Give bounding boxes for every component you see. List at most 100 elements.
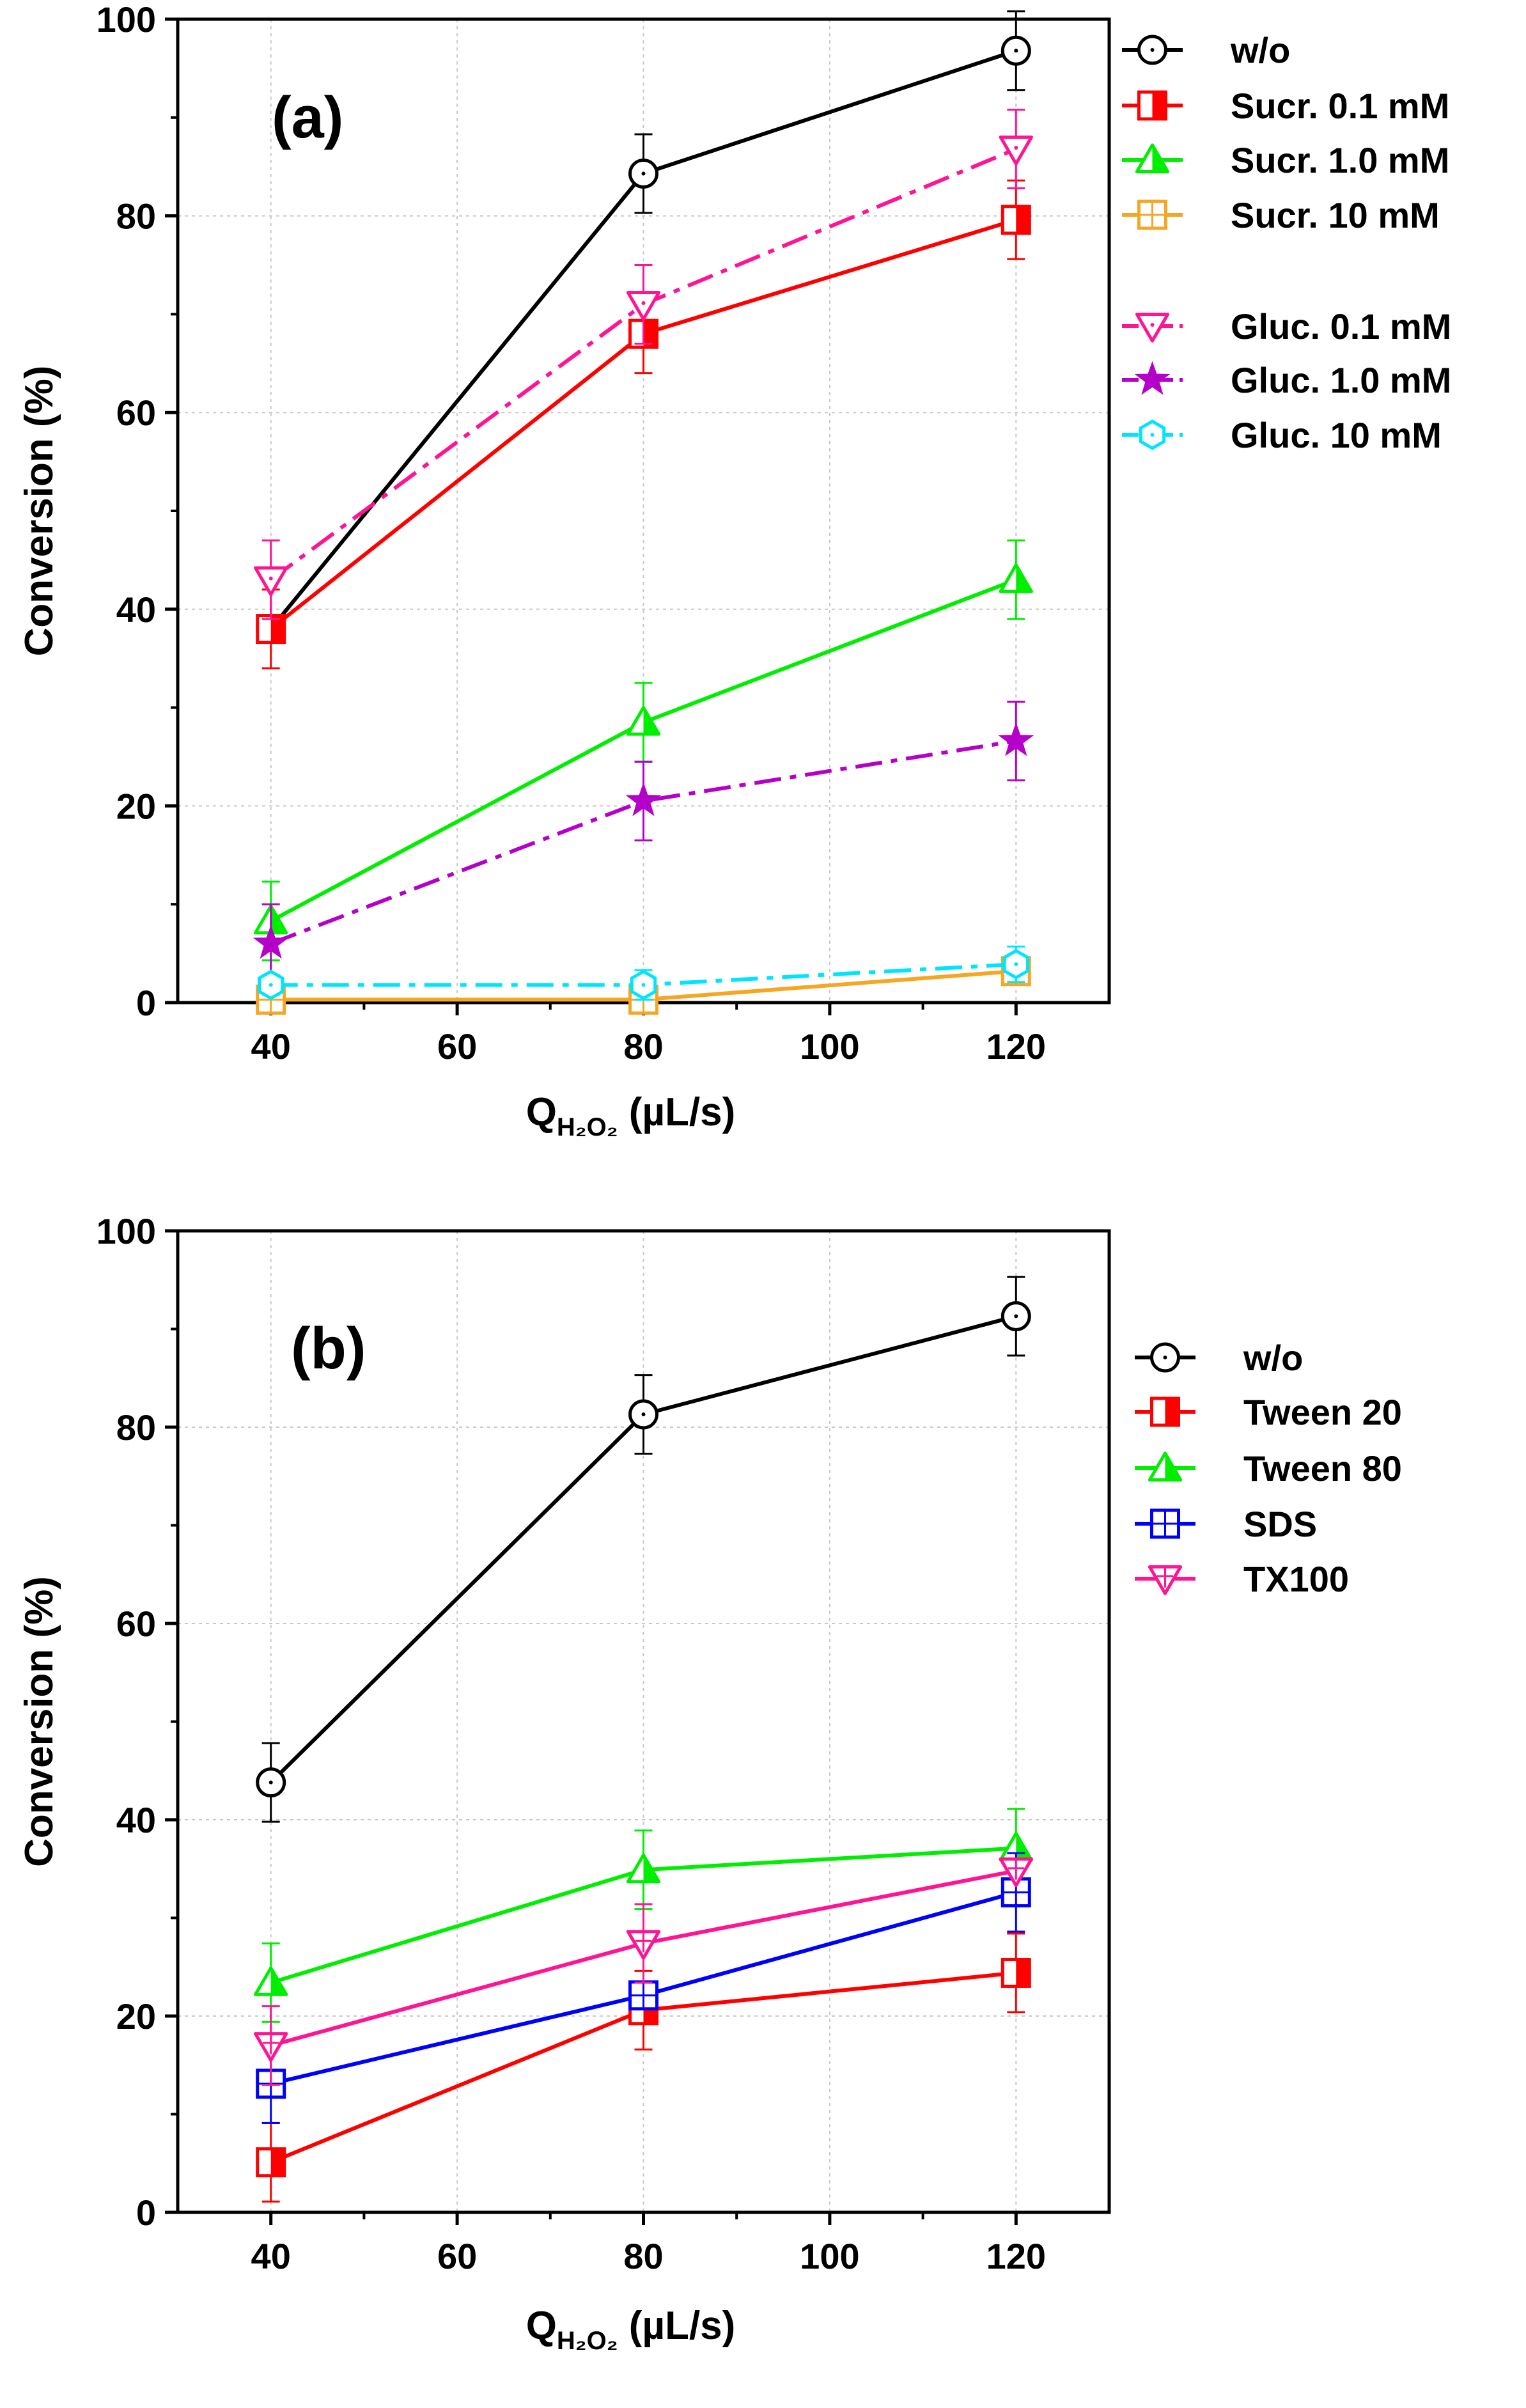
data-point-w-o-80 [628, 1399, 658, 1430]
legend-marker [1150, 1396, 1180, 1427]
legend-item-gluc-10-mm: Gluc. 10 mM [1122, 415, 1442, 455]
data-point-gluc-10-mm-80 [630, 969, 657, 1001]
data-point-tx100-80 [626, 1930, 661, 1960]
data-point-gluc-0-1-mm-40 [254, 566, 288, 597]
data-point-sucr-0-1-mm-120-shape [1000, 205, 1031, 235]
x-axis-title-main: Q [526, 2304, 557, 2348]
data-point-tween-80-40-shape [254, 1966, 288, 1996]
data-point-w-o-80-dot [641, 171, 646, 176]
x-tick-label: 40 [251, 1026, 291, 1067]
data-point-sds-80 [628, 1980, 658, 2011]
data-point-w-o-120 [1000, 1301, 1031, 1332]
legend-marker-dot [1150, 323, 1155, 327]
x-tick-label: 100 [800, 2236, 859, 2276]
data-point-tween-80-80 [626, 1853, 661, 1884]
legend-marker [1135, 143, 1170, 173]
legend-label: Gluc. 10 mM [1231, 415, 1442, 455]
data-point-gluc-0-1-mm-80-shape [626, 291, 661, 321]
data-point-tween-20-120-half [1016, 1959, 1030, 1987]
data-point-gluc-0-1-mm-120-shape [999, 136, 1033, 166]
y-tick-label: 20 [116, 1996, 156, 2037]
x-axis-title: QH₂O₂ (µL/s) [526, 2304, 736, 2355]
data-point-w-o-120 [1000, 35, 1031, 66]
data-point-gluc-10-mm-120 [1002, 949, 1029, 980]
data-point-sucr-1-0-mm-80-shape [626, 706, 661, 736]
legend-marker [1150, 1342, 1180, 1373]
panel-a: 40 60 80 100 120 0 20 40 60 80 100 QH₂O₂ (µL/s) Conv… [17, 0, 1451, 1141]
data-point-w-o-80-dot [641, 1412, 646, 1417]
y-tick-label: 80 [116, 196, 156, 237]
legend-marker-shape [1148, 1451, 1183, 1482]
data-point-gluc-0-1-mm-120 [999, 136, 1033, 166]
data-point-gluc-10-mm-120-dot [1014, 962, 1018, 967]
legend-marker [1148, 1451, 1183, 1482]
panel-label: (a) [272, 85, 343, 150]
data-point-tween-20-40-shape [256, 2147, 286, 2178]
legend-marker-shape [1137, 90, 1167, 121]
y-tick-label: 100 [97, 0, 156, 40]
x-axis-title-unit: (µL/s) [618, 1090, 735, 1134]
data-point-w-o-40 [256, 1767, 286, 1798]
data-point-tween-20-120-shape [1000, 1957, 1031, 1988]
x-tick-label: 40 [251, 2236, 291, 2276]
legend-marker-half [1165, 1398, 1179, 1425]
legend-label: TX100 [1243, 1559, 1349, 1599]
data-point-gluc-10-mm-80-dot [641, 983, 646, 987]
series-w-o [256, 1276, 1031, 1823]
legend-marker-shape [1134, 361, 1171, 395]
legend-item-tween-20: Tween 20 [1135, 1392, 1402, 1432]
data-point-tween-20-40 [256, 2147, 286, 2178]
x-axis-title: QH₂O₂ (µL/s) [526, 1090, 736, 1141]
legend-label: Gluc. 0.1 mM [1231, 306, 1451, 347]
legend-label: Tween 80 [1243, 1448, 1402, 1489]
legend-item-tween-80: Tween 80 [1135, 1448, 1402, 1489]
legend-marker [1135, 313, 1170, 343]
legend-marker [1139, 419, 1166, 450]
data-point-gluc-1-0-mm-80 [625, 782, 662, 817]
y-tick-label: 40 [116, 1800, 156, 1840]
x-tick-label: 80 [623, 1026, 663, 1067]
data-point-gluc-1-0-mm-40-shape [253, 925, 289, 959]
data-point-tween-80-80-shape [626, 1853, 661, 1884]
data-point-gluc-0-1-mm-80-dot [641, 301, 646, 306]
data-point-tx100-40 [254, 2032, 288, 2062]
data-point-w-o-40-dot [269, 1780, 273, 1785]
legend-item-sds: SDS [1135, 1504, 1317, 1544]
data-point-sucr-1-0-mm-80 [626, 706, 661, 736]
data-point-tween-20-40-half [270, 2148, 284, 2176]
x-axis-title-subscript: H₂O₂ [557, 2327, 618, 2355]
x-tick-label: 60 [437, 1026, 477, 1067]
legend-label: SDS [1243, 1504, 1317, 1544]
y-tick-label: 40 [116, 590, 156, 630]
legend-marker [1137, 199, 1167, 230]
legend-item-tx100: TX100 [1135, 1559, 1349, 1599]
legend-marker-shape [1150, 1396, 1180, 1427]
data-point-gluc-0-1-mm-120-dot [1014, 146, 1018, 150]
y-tick-label: 0 [136, 2193, 156, 2233]
data-point-gluc-0-1-mm-80 [626, 291, 661, 321]
data-point-w-o-80 [628, 158, 658, 189]
data-point-gluc-1-0-mm-80-shape [625, 782, 662, 817]
y-axis: 0 20 40 60 80 100 [97, 1211, 178, 2233]
legend-label: Tween 20 [1243, 1392, 1402, 1432]
legend-label: Sucr. 1.0 mM [1231, 140, 1449, 180]
x-axis: 40 60 80 100 120 [251, 1003, 1046, 1067]
series-gluc-0-1-mm [254, 108, 1033, 620]
x-tick-label: 100 [800, 1026, 859, 1067]
x-tick-label: 120 [986, 2236, 1046, 2276]
legend-marker [1148, 1565, 1183, 1595]
data-point-gluc-1-0-mm-120 [998, 722, 1034, 756]
y-tick-label: 100 [97, 1211, 156, 1251]
legend-item-w-o: w/o [1122, 30, 1290, 70]
legend-item-w-o: w/o [1135, 1338, 1303, 1378]
legend-marker-dot [1150, 433, 1155, 437]
x-axis-title-main: Q [526, 1090, 557, 1134]
data-point-sucr-0-1-mm-80-half [643, 320, 657, 348]
series-tx100 [254, 1857, 1033, 2086]
x-axis: 40 60 80 100 120 [251, 2212, 1046, 2276]
legend-label: Gluc. 1.0 mM [1231, 360, 1451, 400]
legend-marker-shape [1135, 313, 1170, 343]
x-tick-label: 120 [986, 1026, 1046, 1067]
